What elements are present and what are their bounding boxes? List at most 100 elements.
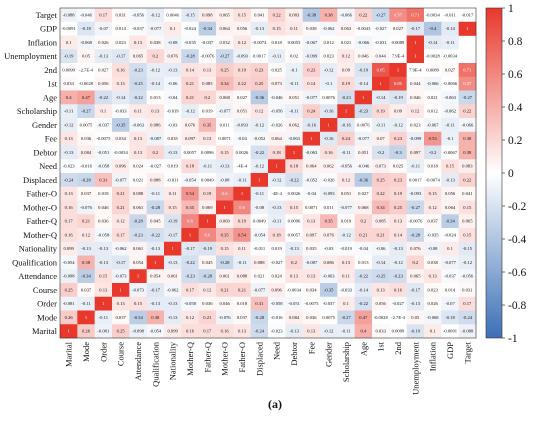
heatmap-cell [406, 269, 425, 284]
cell-value-label: 0.056 [375, 301, 386, 306]
cell-value-label: -0.34 [445, 219, 455, 224]
cell-value-label: 0.0057 [288, 232, 301, 237]
heatmap-cell [198, 159, 217, 174]
heatmap-cell [406, 310, 425, 325]
heatmap-cell [337, 8, 355, 23]
heatmap-cell [198, 173, 217, 188]
heatmap-cell [372, 49, 390, 64]
y-tick-label: Target [36, 10, 58, 20]
heatmap-cell [441, 145, 459, 160]
heatmap-cell [320, 159, 338, 174]
heatmap-cell [60, 49, 78, 64]
x-tick-label: Order [98, 342, 108, 362]
heatmap-cell [320, 296, 338, 311]
heatmap-cell [458, 283, 477, 298]
cell-value-label: 1 [189, 232, 192, 237]
cell-value-label: 0.0026 [288, 191, 301, 196]
heatmap-cell [129, 214, 147, 229]
heatmap-cell [216, 49, 234, 64]
heatmap-cell [268, 310, 286, 325]
heatmap-cell [458, 90, 477, 105]
cell-value-label: -0.066 [461, 122, 474, 127]
heatmap-cell [112, 118, 130, 133]
heatmap-cell [94, 118, 113, 133]
cell-value-label: 0.011 [220, 122, 231, 127]
cell-value-label: 0.02 [290, 54, 299, 59]
heatmap-cell [320, 49, 338, 64]
heatmap-cell [77, 283, 95, 298]
heatmap-cell [424, 76, 442, 91]
cell-value-label: 0.096 [271, 287, 282, 292]
heatmap-cell [129, 200, 147, 215]
x-tick-label: Father-Q [202, 342, 212, 373]
heatmap-cell [112, 310, 130, 325]
heatmap-cell [354, 159, 373, 174]
heatmap-cell [94, 186, 113, 201]
heatmap-cell [424, 228, 442, 243]
cell-value-label: 7.9E-4 [392, 54, 405, 59]
heatmap-cell [94, 200, 113, 215]
x-tick-label: Nationality [168, 341, 178, 380]
cell-value-label: -0.08 [168, 40, 178, 45]
heatmap-cell [112, 131, 130, 146]
cell-value-label: -0.033 [340, 287, 353, 292]
cell-value-label: 0.07 [377, 136, 386, 141]
cell-value-label: 0.021 [427, 95, 438, 100]
cell-value-label: 0.038 [306, 26, 317, 31]
heatmap-cell [94, 296, 113, 311]
cell-value-label: -0.1 [325, 81, 333, 86]
cell-value-label: -0.0076 [408, 219, 423, 224]
heatmap-cell [372, 131, 390, 146]
cell-value-label: 0.11 [290, 26, 299, 31]
cell-value-label: 0.064 [271, 136, 282, 141]
heatmap-cell [337, 131, 355, 146]
cell-value-label: 0.23 [255, 67, 264, 72]
cell-value-label: 0.12 [186, 315, 195, 320]
cell-value-label: -0.073 [132, 287, 145, 292]
cell-value-label: -0.0028 [426, 54, 441, 59]
cell-value-label: 0.16 [221, 329, 230, 334]
heatmap-cell [94, 173, 113, 188]
cell-value-label: -0.067 [427, 122, 440, 127]
cell-value-label: 0.021 [341, 40, 352, 45]
cell-value-label: 0.069 [202, 205, 213, 210]
cell-value-label: -0.088 [63, 12, 76, 17]
cell-value-label: 0.037 [81, 287, 92, 292]
heatmap-cell [181, 255, 199, 270]
cell-value-label: 0.051 [341, 191, 352, 196]
cell-value-label: 0.097 [185, 136, 196, 141]
cell-value-label: 0.12 [429, 205, 438, 210]
cell-value-label: 0.6 [222, 191, 228, 196]
heatmap-cell [268, 200, 286, 215]
heatmap-cell [458, 186, 477, 201]
heatmap-cell [337, 269, 355, 284]
cell-value-label: 0.045 [202, 260, 213, 265]
cell-value-label: 0.063 [341, 26, 352, 31]
heatmap-cell [129, 104, 147, 119]
cell-value-label: -0.019 [167, 109, 180, 114]
cell-value-label: -0.068 [427, 315, 440, 320]
heatmap-cell [285, 214, 303, 229]
heatmap-cell [302, 296, 321, 311]
cell-value-label: 0.073 [375, 164, 386, 169]
heatmap-cell [302, 76, 321, 91]
cell-value-label: -0.056 [132, 12, 145, 17]
cell-value-label: 0.097 [306, 232, 317, 237]
cell-value-label: -0.037 [323, 301, 336, 306]
colorbar-tick-label: -0.6 [508, 267, 526, 279]
cell-value-label: -0.052 [253, 136, 266, 141]
y-tick-label: 1st [47, 79, 58, 89]
heatmap-cell [146, 104, 165, 119]
x-tick-label: 1st [376, 341, 386, 352]
heatmap-cell [372, 118, 390, 133]
heatmap-cell [424, 324, 442, 339]
heatmap-cell [94, 255, 113, 270]
heatmap-cell [372, 296, 390, 311]
heatmap-cell [112, 186, 130, 201]
heatmap-cell [181, 131, 199, 146]
heatmap-cell [354, 200, 373, 215]
cell-value-label: -0.13 [255, 26, 265, 31]
heatmap-cell [302, 255, 321, 270]
heatmap-cell [60, 173, 78, 188]
heatmap-cell [164, 104, 182, 119]
